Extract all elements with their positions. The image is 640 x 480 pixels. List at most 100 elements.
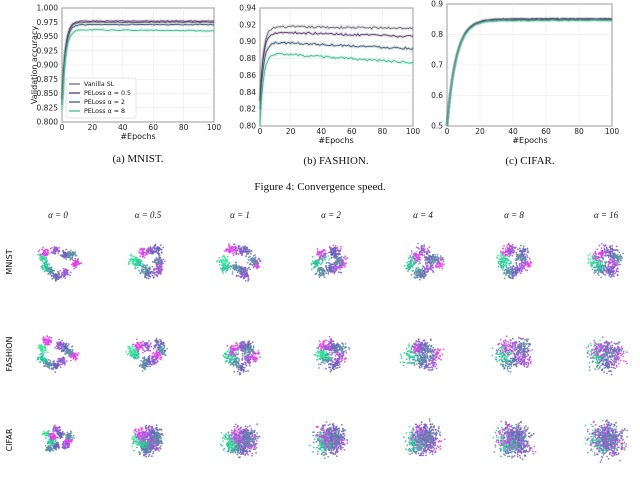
tsne-point bbox=[592, 253, 595, 256]
tsne-point bbox=[323, 273, 326, 276]
tsne-point bbox=[216, 260, 219, 262]
tsne-point bbox=[528, 257, 531, 260]
tsne-point bbox=[76, 357, 78, 360]
tsne-point bbox=[600, 276, 603, 279]
tsne-point bbox=[141, 256, 144, 258]
tsne-point bbox=[248, 355, 251, 358]
tsne-point bbox=[339, 268, 341, 271]
tsne-point bbox=[241, 266, 244, 269]
y-tick-label: 0.80 bbox=[239, 122, 256, 131]
tsne-row-label: MNIST bbox=[5, 249, 14, 274]
tsne-point bbox=[507, 259, 510, 262]
tsne-point bbox=[145, 253, 148, 255]
x-tick-label: 40 bbox=[118, 123, 128, 132]
tsne-point bbox=[315, 273, 317, 275]
tsne-point bbox=[143, 273, 146, 275]
x-ticks-cifar: 0 20 40 60 80 100 bbox=[445, 127, 620, 136]
tsne-point bbox=[130, 353, 132, 356]
tsne-point bbox=[55, 273, 57, 276]
tsne-point bbox=[439, 263, 441, 266]
legend-mnist: Vanilla SL PELoss α = 0.5 PELoss α = 2 P… bbox=[65, 77, 137, 119]
tsne-point bbox=[337, 259, 339, 261]
tsne-point bbox=[245, 365, 248, 367]
tsne-point bbox=[64, 361, 66, 364]
tsne-point bbox=[613, 275, 615, 278]
tsne-point bbox=[73, 267, 76, 270]
tsne-point bbox=[151, 252, 153, 255]
tsne-point bbox=[587, 262, 589, 264]
tsne-point bbox=[501, 259, 504, 261]
tsne-point bbox=[512, 265, 514, 267]
tsne-point bbox=[232, 249, 235, 252]
tsne-point bbox=[147, 251, 150, 254]
y-tick-label: 0.92 bbox=[239, 20, 256, 29]
tsne-point bbox=[441, 262, 443, 265]
tsne-point bbox=[340, 266, 342, 268]
tsne-point bbox=[510, 271, 513, 274]
tsne-point bbox=[245, 271, 248, 274]
tsne-point bbox=[54, 346, 56, 349]
tsne-point bbox=[327, 272, 330, 275]
tsne-point bbox=[320, 254, 322, 257]
tsne-point bbox=[410, 259, 412, 262]
tsne-point bbox=[322, 255, 325, 258]
tsne-point bbox=[65, 343, 67, 346]
tsne-point bbox=[241, 340, 244, 343]
tsne-point bbox=[514, 247, 517, 250]
tsne-point bbox=[616, 261, 618, 264]
tsne-point bbox=[519, 259, 521, 261]
tsne-point bbox=[133, 351, 136, 354]
tsne-point bbox=[516, 248, 519, 251]
tsne-point bbox=[224, 259, 227, 262]
tsne-point bbox=[255, 262, 258, 264]
tsne-point bbox=[506, 251, 508, 254]
series-band bbox=[258, 51, 414, 127]
tsne-point bbox=[251, 259, 254, 262]
tsne-point bbox=[135, 338, 138, 341]
tsne-point bbox=[321, 271, 324, 274]
tsne-point bbox=[253, 360, 255, 363]
tsne-point bbox=[230, 247, 233, 250]
tsne-point bbox=[63, 254, 66, 256]
legend-label-alpha-0-5: PELoss α = 0.5 bbox=[84, 90, 131, 97]
tsne-point bbox=[334, 365, 336, 368]
tsne-point bbox=[417, 263, 420, 266]
tsne-point bbox=[232, 265, 235, 268]
tsne-point bbox=[314, 260, 317, 262]
tsne-point bbox=[70, 355, 73, 358]
tsne-point bbox=[59, 344, 62, 346]
tsne-point bbox=[518, 247, 521, 250]
tsne-point bbox=[606, 250, 609, 253]
tsne-point bbox=[226, 267, 229, 270]
x-tick-label: 0 bbox=[60, 123, 65, 132]
tsne-point bbox=[424, 259, 426, 261]
tsne-point bbox=[38, 344, 40, 347]
tsne-point bbox=[597, 271, 600, 274]
tsne-point bbox=[236, 353, 238, 356]
tsne-point bbox=[338, 265, 340, 268]
tsne-point bbox=[344, 263, 346, 266]
tsne-point bbox=[153, 261, 156, 264]
tsne-point bbox=[431, 259, 434, 262]
tsne-point bbox=[218, 259, 221, 262]
tsne-point bbox=[235, 351, 237, 354]
tsne-point bbox=[41, 253, 43, 256]
tsne-point bbox=[255, 267, 258, 269]
tsne-point bbox=[520, 264, 523, 266]
tsne-point bbox=[143, 358, 146, 361]
tsne-point bbox=[160, 252, 163, 254]
tsne-point bbox=[59, 270, 62, 272]
tsne-point bbox=[46, 263, 49, 266]
x-tick-label: 100 bbox=[605, 127, 620, 136]
tsne-point bbox=[315, 253, 318, 256]
tsne-point bbox=[621, 257, 624, 260]
tsne-point bbox=[127, 345, 129, 348]
tsne-point bbox=[159, 265, 162, 268]
tsne-point bbox=[41, 357, 44, 360]
tsne-point bbox=[143, 270, 146, 273]
tsne-point bbox=[319, 256, 321, 259]
tsne-point bbox=[152, 358, 155, 361]
tsne-point bbox=[345, 257, 348, 260]
chart-mnist: 0.800 0.825 0.850 0.875 0.900 0.925 0.95… bbox=[30, 4, 221, 166]
tsne-point bbox=[415, 253, 417, 256]
